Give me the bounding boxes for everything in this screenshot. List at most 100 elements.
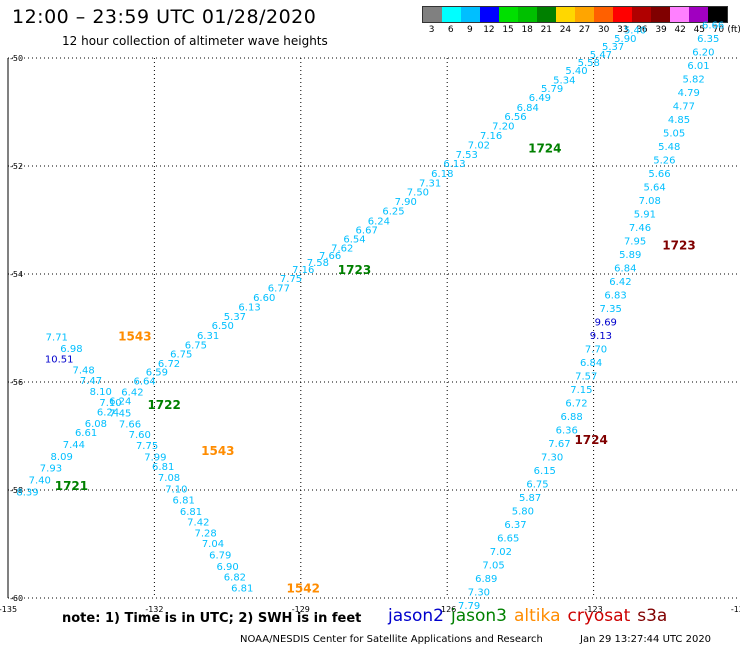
legend-tick-label: 21 — [540, 25, 553, 35]
swh-value-label: 7.28 — [195, 528, 217, 539]
swh-value-label: 6.59 — [146, 368, 168, 379]
legend-swatch — [651, 7, 670, 22]
legend-swatch — [461, 7, 480, 22]
credit-line: NOAA/NESDIS Center for Satellite Applica… — [240, 634, 543, 645]
swh-value-label: 6.31 — [197, 331, 219, 342]
swh-value-label: 7.53 — [456, 150, 478, 161]
swh-value-label: 7.62 — [331, 243, 353, 254]
swh-value-label: 4.85 — [668, 115, 690, 126]
swh-value-label: 5.37 — [224, 312, 246, 323]
swh-value-label: 6.98 — [60, 344, 82, 355]
x-tick-label: -135 — [0, 605, 17, 614]
swh-value-label: 4.79 — [678, 88, 700, 99]
legend-tick-label: 39 — [655, 25, 667, 35]
swh-value-label: 7.66 — [319, 251, 341, 262]
swh-value-label: 7.10 — [165, 485, 187, 496]
satellite-cryosat: cryosat — [567, 606, 631, 626]
swh-value-label: 6.24 — [109, 397, 131, 408]
legend-swatch — [518, 7, 537, 22]
swh-value-label: 7.79 — [458, 601, 480, 612]
swh-value-label: 7.46 — [629, 223, 651, 234]
swh-value-label: 7.35 — [600, 304, 622, 315]
swh-value-label: 5.87 — [519, 493, 541, 504]
swh-value-label: 6.90 — [216, 562, 238, 573]
swh-value-label: 6.72 — [158, 359, 180, 370]
satellite-jason2: jason2 — [388, 606, 444, 626]
legend-swatch — [423, 7, 442, 22]
swh-value-label: 6.82 — [224, 573, 246, 584]
legend-swatch — [556, 7, 575, 22]
swh-value-label: 9.69 — [595, 317, 617, 328]
swh-value-label: 9.13 — [590, 331, 612, 342]
swh-value-label: 7.15 — [570, 385, 592, 396]
swh-value-label: 8.10 — [90, 387, 112, 398]
swh-value-label: 7.90 — [395, 197, 417, 208]
swh-value-label: 6.60 — [253, 293, 275, 304]
y-tick-label: -54 — [10, 270, 23, 279]
swh-value-label: 6.84 — [517, 103, 539, 114]
swh-value-label: 6.42 — [121, 388, 143, 399]
legend-swatch — [442, 7, 461, 22]
swh-value-label: 7.08 — [639, 196, 661, 207]
legend-swatch — [670, 7, 689, 22]
legend-tick-label: 9 — [466, 25, 473, 35]
pass-time-label: 1723 — [662, 239, 695, 253]
swh-value-label: 6.13 — [443, 159, 465, 170]
legend-tick-label: 6 — [447, 25, 454, 35]
pass-time-label: 1542 — [287, 582, 320, 596]
swh-value-label: 7.40 — [29, 476, 51, 487]
swh-value-label: 7.60 — [129, 430, 151, 441]
swh-value-label: 5.91 — [634, 209, 656, 220]
swh-value-label: 5.89 — [619, 250, 641, 261]
swh-value-label: 6.15 — [534, 466, 556, 477]
swh-value-label: 4.77 — [673, 101, 695, 112]
legend-swatch — [499, 7, 518, 22]
swh-value-label: 6.42 — [609, 277, 631, 288]
swh-value-label: 7.99 — [144, 452, 166, 463]
x-tick-label: -123 — [585, 605, 603, 614]
legend-tick-label: 27 — [578, 25, 591, 35]
swh-value-label: 7.31 — [419, 179, 441, 190]
swh-value-label: 5.48 — [658, 142, 680, 153]
swh-value-label: 6.88 — [561, 412, 583, 423]
x-tick-label: -132 — [145, 605, 163, 614]
swh-value-label: 7.67 — [548, 439, 570, 450]
swh-value-label: 6.84 — [580, 358, 602, 369]
swh-value-label: 5.40 — [624, 26, 646, 37]
swh-value-label: 6.75 — [526, 479, 548, 490]
swh-value-label: 6.72 — [565, 398, 587, 409]
x-tick-label: -129 — [292, 605, 310, 614]
legend-swatch — [632, 7, 651, 22]
swh-value-label: 5.82 — [683, 74, 705, 85]
legend-swatch — [613, 7, 632, 22]
swh-value-label: 6.24 — [97, 407, 119, 418]
wave-height-color-legend: 3 6 9 12 15 18 21 24 27 30 33 36 39 42 45 70 (ft) — [422, 6, 740, 37]
y-tick-label: -50 — [10, 54, 23, 63]
legend-tick-label: 3 — [428, 25, 435, 35]
swh-value-label: 6.18 — [431, 169, 453, 180]
swh-value-label: 5.37 — [602, 42, 624, 53]
swh-value-label: 7.04 — [202, 539, 224, 550]
pass-time-label: 1543 — [118, 329, 151, 343]
y-tick-label: -60 — [10, 594, 23, 603]
swh-value-label: 5.05 — [663, 128, 685, 139]
legend-swatch — [594, 7, 613, 22]
legend-swatch — [480, 7, 499, 22]
swh-value-label: 5.47 — [590, 50, 612, 61]
pass-time-label: 1721 — [55, 479, 88, 493]
y-tick-label: -56 — [10, 378, 23, 387]
swh-value-label: 7.95 — [624, 236, 646, 247]
legend-tick-label: 70 — [712, 25, 725, 35]
swh-value-label: 6.54 — [343, 235, 365, 246]
swh-value-label: 8.39 — [16, 487, 38, 498]
swh-value-label: 5.90 — [614, 34, 636, 45]
swh-value-label: 7.58 — [307, 258, 329, 269]
swh-value-label: 7.30 — [541, 452, 563, 463]
legend-swatch — [537, 7, 556, 22]
swh-value-label: 8.09 — [51, 452, 73, 463]
swh-value-label: 5.66 — [648, 169, 670, 180]
swh-value-label: 6.56 — [504, 112, 526, 123]
chart-title: 12:00 – 23:59 UTC 01/28/2020 — [12, 6, 317, 28]
pass-time-label: 1724 — [528, 142, 561, 156]
footer-note: note: 1) Time is in UTC; 2) SWH is in fe… — [62, 611, 362, 626]
